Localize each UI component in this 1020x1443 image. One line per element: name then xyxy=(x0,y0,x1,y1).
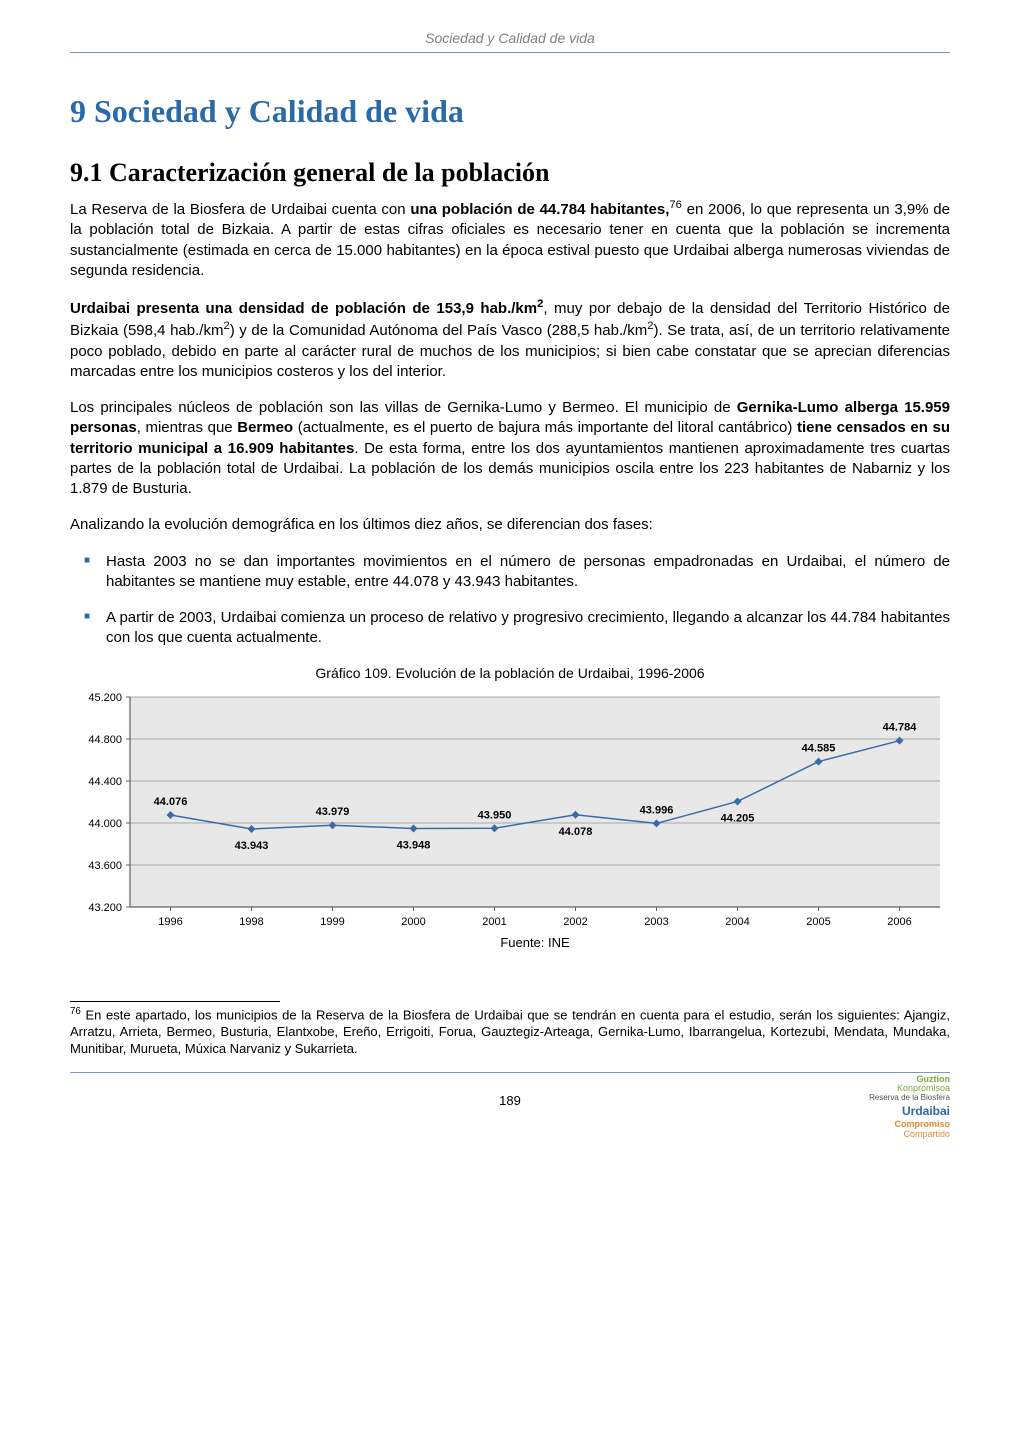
footnote-text: 76 En este apartado, los municipios de l… xyxy=(70,1006,950,1058)
paragraph-1: La Reserva de la Biosfera de Urdaibai cu… xyxy=(70,198,950,281)
svg-text:43.943: 43.943 xyxy=(235,839,269,851)
chart-svg: 43.200 43.600 44.000 44.400 44.800 45.200 1996… xyxy=(70,687,950,967)
svg-text:44.585: 44.585 xyxy=(802,742,836,754)
svg-text:43.950: 43.950 xyxy=(478,809,512,821)
footnote-number: 76 xyxy=(70,1006,81,1017)
text: , mientras que xyxy=(137,419,238,436)
svg-text:43.979: 43.979 xyxy=(316,806,350,818)
text: En este apartado, los municipios de la R… xyxy=(70,1007,950,1056)
chart-caption: Gráfico 109. Evolución de la población d… xyxy=(70,665,950,681)
list-item: A partir de 2003, Urdaibai comienza un p… xyxy=(70,608,950,649)
svg-text:2003: 2003 xyxy=(644,916,668,928)
svg-text:43.996: 43.996 xyxy=(640,804,674,816)
logo-block: Guztion Konpromisoa Reserva de la Biosfe… xyxy=(869,1075,950,1141)
paragraph-3: Los principales núcleos de población son… xyxy=(70,398,950,499)
footer-rule xyxy=(70,1072,950,1073)
svg-text:Fuente: INE: Fuente: INE xyxy=(500,935,570,950)
svg-text:2000: 2000 xyxy=(401,916,425,928)
text: (actualmente, es el puerto de bajura más… xyxy=(293,419,797,436)
svg-text:44.076: 44.076 xyxy=(154,796,188,808)
subsection-title: 9.1 Caracterización general de la poblac… xyxy=(70,158,950,188)
logo-line: Compartido xyxy=(869,1130,950,1140)
svg-text:1998: 1998 xyxy=(239,916,263,928)
logo-brand: Urdaibai xyxy=(869,1105,950,1118)
footnote-ref: 76 xyxy=(669,199,682,211)
list-item: Hasta 2003 no se dan importantes movimie… xyxy=(70,552,950,593)
text: ) y de la Comunidad Autónoma del País Va… xyxy=(230,322,648,339)
page-number: 189 xyxy=(499,1093,521,1108)
bold-text: Urdaibai presenta una densidad de poblac… xyxy=(70,300,543,317)
running-header: Sociedad y Calidad de vida xyxy=(70,30,950,52)
svg-text:43.948: 43.948 xyxy=(397,839,431,851)
svg-text:2004: 2004 xyxy=(725,916,749,928)
svg-text:1996: 1996 xyxy=(158,916,182,928)
footnote-rule xyxy=(70,1001,280,1002)
bold-text: Bermeo xyxy=(237,419,293,436)
svg-text:44.205: 44.205 xyxy=(721,812,755,824)
section-title: 9 Sociedad y Calidad de vida xyxy=(70,93,950,130)
svg-text:43.600: 43.600 xyxy=(88,860,122,872)
bullet-list: Hasta 2003 no se dan importantes movimie… xyxy=(70,552,950,649)
paragraph-4: Analizando la evolución demográfica en l… xyxy=(70,515,950,535)
svg-text:2002: 2002 xyxy=(563,916,587,928)
svg-text:2006: 2006 xyxy=(887,916,911,928)
page-footer: 189 Guztion Konpromisoa Reserva de la Bi… xyxy=(70,1079,950,1149)
svg-text:1999: 1999 xyxy=(320,916,344,928)
svg-text:44.000: 44.000 xyxy=(88,818,122,830)
svg-text:45.200: 45.200 xyxy=(88,692,122,704)
svg-text:2001: 2001 xyxy=(482,916,506,928)
logo-line: Reserva de la Biosfera xyxy=(869,1094,950,1103)
header-rule xyxy=(70,52,950,53)
svg-text:44.078: 44.078 xyxy=(559,825,593,837)
svg-text:2005: 2005 xyxy=(806,916,830,928)
bold-text: una población de 44.784 habitantes, xyxy=(410,201,669,218)
svg-text:44.400: 44.400 xyxy=(88,776,122,788)
text: Los principales núcleos de población son… xyxy=(70,399,737,416)
svg-text:44.800: 44.800 xyxy=(88,734,122,746)
svg-text:44.784: 44.784 xyxy=(883,721,918,733)
line-chart: 43.200 43.600 44.000 44.400 44.800 45.200 1996… xyxy=(70,687,950,971)
text: La Reserva de la Biosfera de Urdaibai cu… xyxy=(70,201,410,218)
svg-text:43.200: 43.200 xyxy=(88,902,122,914)
paragraph-2: Urdaibai presenta una densidad de poblac… xyxy=(70,297,950,382)
